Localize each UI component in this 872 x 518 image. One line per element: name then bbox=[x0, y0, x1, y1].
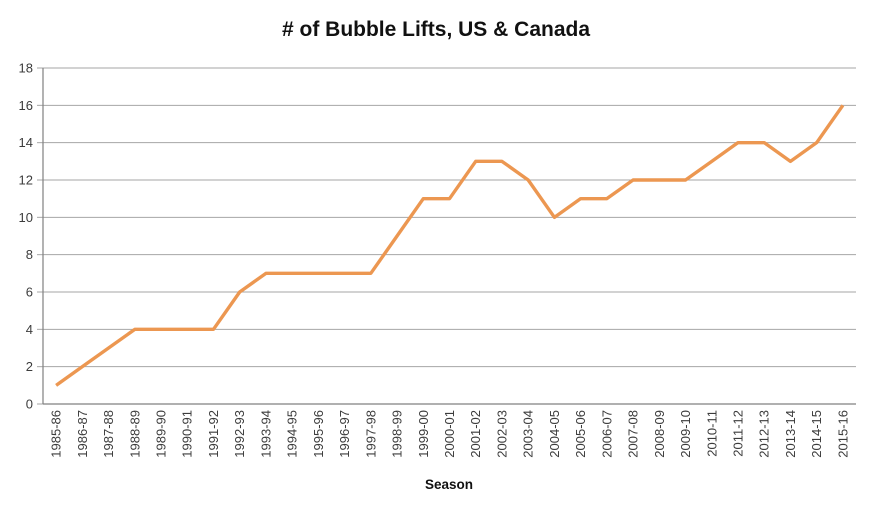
x-tick-label: 1985-86 bbox=[49, 410, 64, 458]
y-tick-label: 8 bbox=[26, 247, 33, 262]
x-tick-label: 2001-02 bbox=[468, 410, 483, 458]
x-tick-label: 1986-87 bbox=[75, 410, 90, 458]
x-tick-label: 1992-93 bbox=[232, 410, 247, 458]
y-tick-label: 16 bbox=[19, 98, 33, 113]
chart-title: # of Bubble Lifts, US & Canada bbox=[282, 18, 590, 41]
x-tick-label: 2000-01 bbox=[442, 410, 457, 458]
x-tick-label: 1996-97 bbox=[337, 410, 352, 458]
x-tick-label: 1990-91 bbox=[180, 410, 195, 458]
y-tick-label: 14 bbox=[19, 135, 33, 150]
y-tick-label: 12 bbox=[19, 173, 33, 188]
x-tick-label: 1991-92 bbox=[206, 410, 221, 458]
y-tick-label: 4 bbox=[26, 322, 33, 337]
y-tick-label: 18 bbox=[19, 61, 33, 76]
x-tick-label: 1997-98 bbox=[363, 410, 378, 458]
x-tick-label: 1995-96 bbox=[311, 410, 326, 458]
x-tick-label: 2006-07 bbox=[599, 410, 614, 458]
x-tick-label: 2014-15 bbox=[809, 410, 824, 458]
y-tick-label: 2 bbox=[26, 359, 33, 374]
x-tick-label: 2010-11 bbox=[704, 410, 719, 457]
y-tick-label: 6 bbox=[26, 285, 33, 300]
x-tick-label: 1999-00 bbox=[416, 410, 431, 458]
data-line-series bbox=[55, 104, 845, 387]
plot-area: 0 2 4 6 8 10 12 14 16 18 1985-86 1986-87 1987-88 1988… bbox=[19, 61, 856, 458]
x-tick-label: 2009-10 bbox=[678, 410, 693, 458]
x-tick-label: 2003-04 bbox=[521, 410, 536, 458]
y-tick-label: 0 bbox=[26, 397, 33, 412]
x-tick-label: 1998-99 bbox=[390, 410, 405, 458]
x-tick-label: 2005-06 bbox=[573, 410, 588, 458]
x-tick-label: 2011-12 bbox=[730, 410, 745, 457]
x-axis-title: Season bbox=[425, 477, 473, 492]
x-tick-label: 1988-89 bbox=[127, 410, 142, 458]
x-tick-label: 1993-94 bbox=[258, 410, 273, 458]
x-tick-label: 2013-14 bbox=[783, 410, 798, 458]
x-tick-label: 2008-09 bbox=[652, 410, 667, 458]
x-tick-label: 2015-16 bbox=[835, 410, 850, 458]
x-tick-label: 2012-13 bbox=[757, 410, 772, 458]
x-tick-label: 2004-05 bbox=[547, 410, 562, 458]
y-tick-label: 10 bbox=[19, 210, 33, 225]
x-tick-label: 1994-95 bbox=[285, 410, 300, 458]
x-tick-label: 1987-88 bbox=[101, 410, 116, 458]
x-tick-label: 2002-03 bbox=[494, 410, 509, 458]
x-tick-label: 1989-90 bbox=[154, 410, 169, 458]
x-tick-label: 2007-08 bbox=[626, 410, 641, 458]
